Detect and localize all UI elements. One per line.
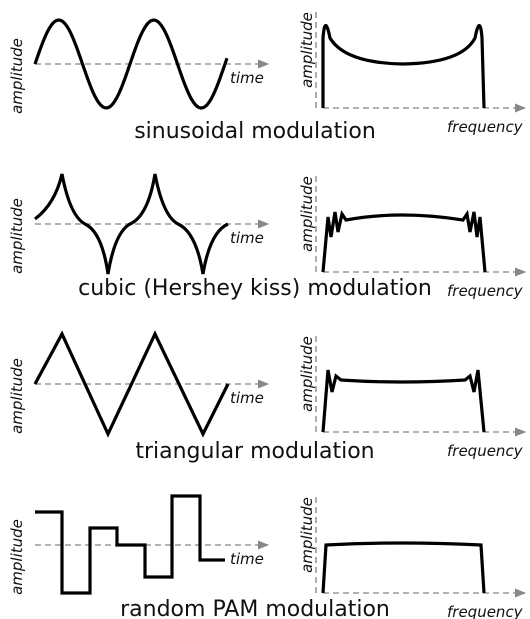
x-axis-label: frequency <box>447 442 524 460</box>
row-title: random PAM modulation <box>120 597 390 619</box>
row-title: cubic (Hershey kiss) modulation <box>78 276 432 301</box>
y-axis-label: amplitude <box>8 519 26 595</box>
panel-row: amplitude time amplitude frequency random PA… <box>8 493 527 619</box>
y-axis-label: amplitude <box>8 358 26 434</box>
x-axis-label: time <box>230 389 264 407</box>
x-axis-label: time <box>230 69 264 87</box>
y-axis-label: amplitude <box>298 176 316 252</box>
row-title: sinusoidal modulation <box>134 119 376 144</box>
x-axis-label: time <box>230 550 264 568</box>
y-axis-label: amplitude <box>298 336 316 412</box>
panel-row: amplitude time amplitude frequency sinusoida… <box>8 8 527 144</box>
row-title: triangular modulation <box>135 439 374 464</box>
x-axis-label: frequency <box>447 118 524 136</box>
y-axis-label: amplitude <box>298 497 316 573</box>
spectrum <box>321 369 486 433</box>
y-axis-label: amplitude <box>298 12 316 88</box>
spectrum <box>321 541 486 594</box>
y-axis-label: amplitude <box>8 198 26 274</box>
x-axis-label: time <box>230 229 264 247</box>
spectrum <box>321 23 486 109</box>
time-waveform <box>33 330 230 438</box>
panel-row: amplitude time amplitude frequency cubic (He… <box>8 172 527 301</box>
time-waveform <box>34 173 229 275</box>
spectrum <box>321 209 487 273</box>
x-axis-label: frequency <box>447 282 524 300</box>
y-axis-label: amplitude <box>8 38 26 114</box>
panel-row: amplitude time amplitude frequency triangula… <box>8 330 527 464</box>
x-axis-label: frequency <box>447 603 524 619</box>
time-waveform <box>33 18 229 110</box>
time-waveform <box>35 494 225 595</box>
